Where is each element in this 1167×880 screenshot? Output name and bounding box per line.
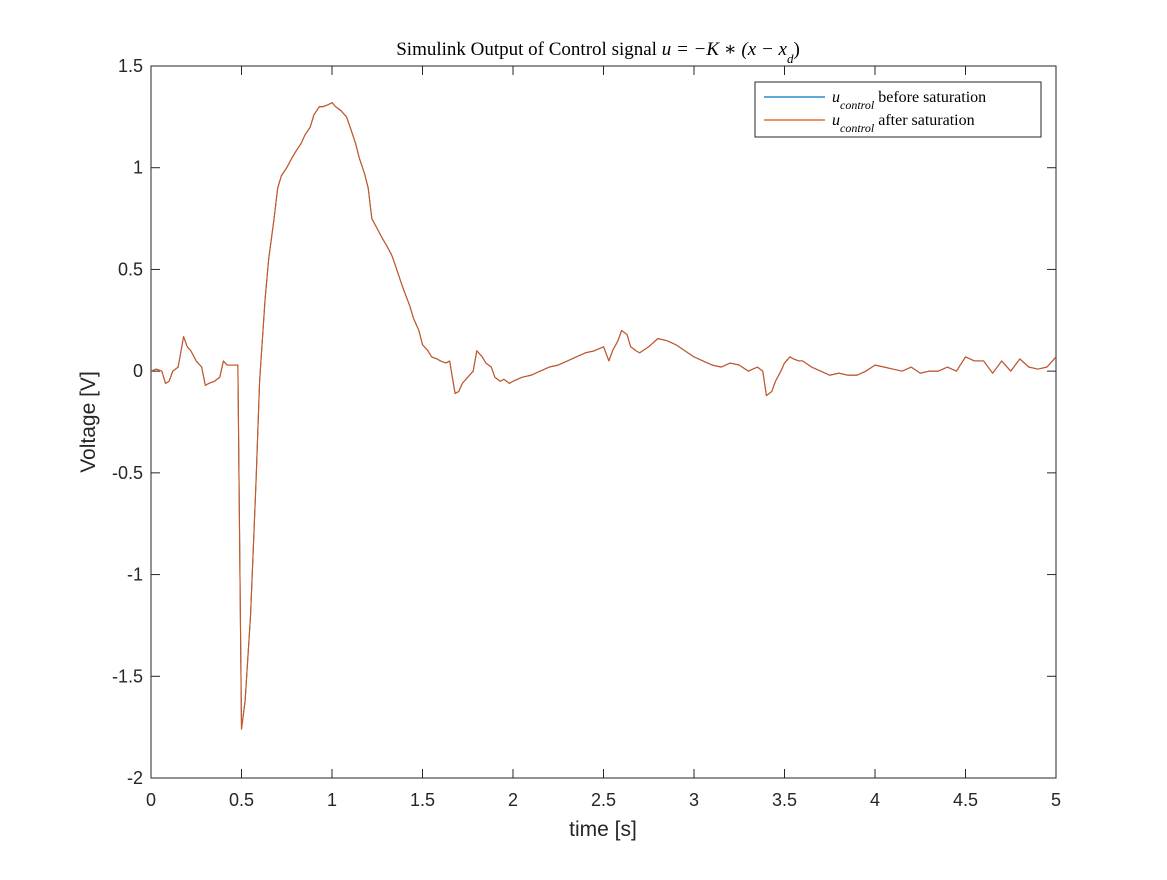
- legend-entry-after-saturation: ucontrol after saturation: [832, 112, 975, 135]
- chart-title-math-close: ): [793, 39, 799, 60]
- chart-title-math: u = −K ∗ (x − x: [662, 39, 788, 60]
- legend-entry-before-saturation-text: before saturation: [874, 89, 986, 106]
- x-tick-label: 4.5: [953, 790, 978, 810]
- x-tick-label: 1: [327, 790, 337, 810]
- legend-entry-after-saturation-text: after saturation: [874, 112, 974, 129]
- x-tick-label: 3: [689, 790, 699, 810]
- plot-area: [150, 65, 1057, 779]
- chart-title: Simulink Output of Control signal u = −K…: [396, 39, 800, 66]
- x-axis-label: time [s]: [569, 818, 637, 841]
- y-tick-label: 1: [133, 158, 143, 178]
- axis-tick-labels: 0 0.5 1 1.5 2 2.5 3 3.5 4 4.5 5 -2 -1.5 -1 -0.5 0 0.5 1 1.…: [112, 56, 1061, 810]
- legend-entry-after-saturation-subscript: control: [840, 121, 875, 135]
- x-tick-label: 4: [870, 790, 880, 810]
- legend-box: [754, 81, 1042, 138]
- series-group: [151, 102, 1056, 730]
- legend-entry-before-saturation-subscript: control: [840, 98, 875, 112]
- x-tick-label: 0: [146, 790, 156, 810]
- x-tick-label: 3.5: [772, 790, 797, 810]
- y-tick-label: -2: [127, 768, 143, 788]
- y-axis-label: Voltage [V]: [77, 371, 100, 473]
- legend-entry-before-saturation-symbol: u: [832, 89, 840, 106]
- series-line-after-saturation: [151, 102, 1056, 730]
- legend-entry-before-saturation: ucontrol before saturation: [832, 89, 986, 112]
- y-tick-label: 1.5: [118, 56, 143, 76]
- legend: ucontrol before saturation ucontrol afte…: [754, 81, 1042, 138]
- y-tick-label: 0: [133, 361, 143, 381]
- x-tick-label: 2.5: [591, 790, 616, 810]
- axis-ticks: [150, 65, 1057, 779]
- x-tick-label: 1.5: [410, 790, 435, 810]
- legend-entry-after-saturation-symbol: u: [832, 112, 840, 129]
- x-tick-label: 5: [1051, 790, 1061, 810]
- y-tick-label: -1: [127, 565, 143, 585]
- chart-title-math-subscript: d: [787, 51, 794, 66]
- x-tick-label: 0.5: [229, 790, 254, 810]
- y-tick-label: -1.5: [112, 666, 143, 686]
- x-tick-label: 2: [508, 790, 518, 810]
- y-tick-label: 0.5: [118, 259, 143, 279]
- chart-title-prefix: Simulink Output of Control signal: [396, 39, 661, 60]
- y-tick-label: -0.5: [112, 463, 143, 483]
